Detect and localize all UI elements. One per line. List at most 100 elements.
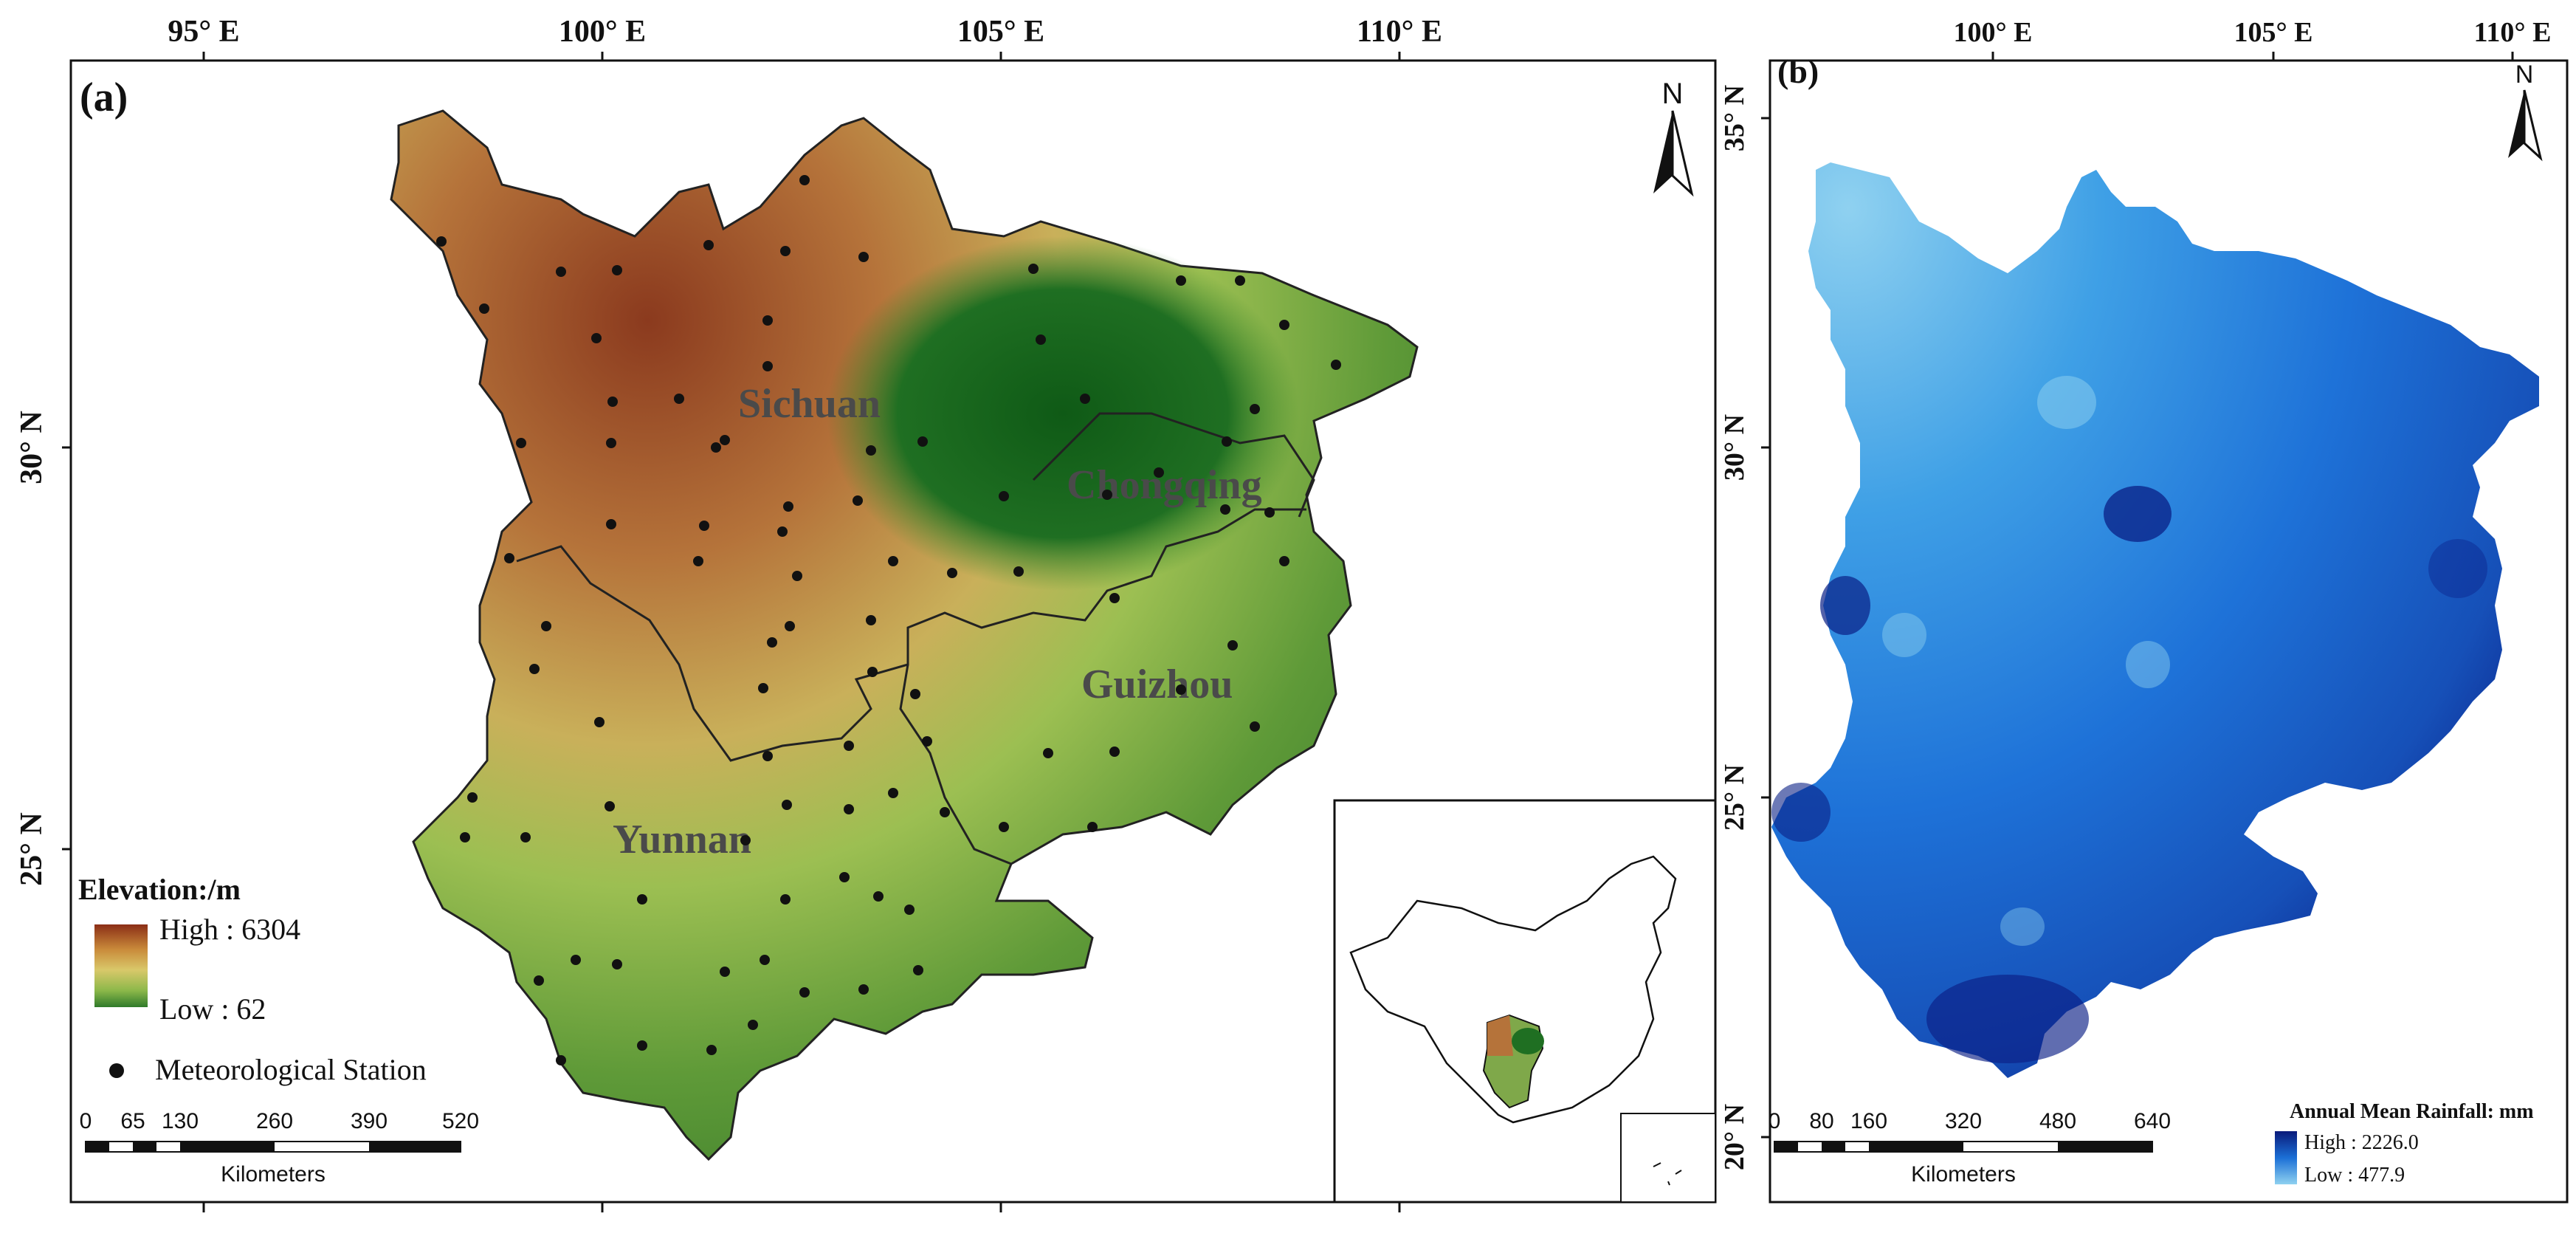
station-dot: [703, 240, 714, 250]
station-dot: [720, 967, 730, 977]
station-dot: [541, 621, 551, 631]
panel-a-left-ticks: 30° N 25° N: [15, 411, 71, 886]
station-dot: [1250, 404, 1260, 414]
station-dot: [693, 556, 703, 566]
province-label-guizhou: Guizhou: [1081, 662, 1233, 707]
station-dot: [1176, 275, 1186, 286]
scalebar-tick: 80: [1809, 1109, 1833, 1133]
station-dot: [556, 267, 566, 277]
station-dot: [844, 741, 854, 751]
station-dot: [1331, 360, 1341, 370]
scalebar-a: 0 65 130 260 390 520 Kilometers: [80, 1109, 479, 1187]
station-dot: [1279, 320, 1289, 330]
scalebar-tick: 640: [2134, 1109, 2171, 1133]
station-dot: [637, 894, 647, 905]
station-dot: [785, 621, 795, 631]
station-dot: [637, 1040, 647, 1051]
station-dot: [1087, 822, 1098, 832]
inset-study-area-highland: [1487, 1015, 1513, 1056]
station-dot: [873, 891, 884, 902]
province-label-chongqing: Chongqing: [1067, 462, 1262, 508]
north-label: N: [2515, 61, 2534, 89]
province-label-yunnan: Yunnan: [613, 817, 751, 862]
station-dot: [1235, 275, 1245, 286]
station-dot: [674, 394, 684, 404]
station-dot: [606, 438, 616, 448]
station-dot: [858, 984, 869, 995]
province-label-sichuan: Sichuan: [738, 381, 881, 427]
rainfall-low-spot: [1882, 613, 1926, 657]
station-dot: [605, 801, 615, 811]
china-inset-map: [1333, 799, 1717, 1204]
rainfall-high-spot: [1820, 576, 1870, 635]
lon-tick-top: 110° E: [2474, 17, 2552, 48]
legend-low: Low : 62: [159, 992, 266, 1026]
lon-tick-top: 110° E: [1357, 15, 1442, 49]
legend-high: High : 2226.0: [2304, 1131, 2419, 1154]
lat-tick-left: 20° N: [1719, 1104, 1750, 1170]
north-arrow: N: [1653, 78, 1694, 197]
panel-a-top-ticks: 95° E 100° E 105° E 110° E: [168, 15, 1442, 61]
lon-tick-top: 105° E: [957, 15, 1044, 49]
station-dot: [866, 615, 876, 625]
scalebar-tick: 160: [1850, 1109, 1887, 1133]
north-label: N: [1662, 78, 1684, 110]
legend-title: Annual Mean Rainfall: mm: [2290, 1100, 2534, 1123]
station-dot: [1176, 684, 1186, 695]
north-arrow: N: [2508, 61, 2543, 162]
station-dot: [1227, 640, 1238, 651]
lat-tick-left: 25° N: [1719, 764, 1750, 831]
station-dot: [612, 959, 622, 969]
rainfall-high-spot: [1771, 783, 1831, 842]
lat-tick-left: 30° N: [1719, 414, 1750, 481]
legend-title: Elevation:/m: [78, 873, 241, 906]
lon-tick-top: 100° E: [1953, 17, 2032, 48]
station-dot: [516, 438, 526, 448]
scalebar-tick: 0: [80, 1109, 92, 1133]
station-dot: [467, 792, 478, 803]
station-dot: [999, 822, 1009, 832]
station-dot: [947, 568, 957, 578]
lat-tick-left: 35° N: [1719, 85, 1750, 151]
station-dot: [479, 303, 489, 314]
station-dot: [762, 315, 773, 326]
lon-tick-top: 100° E: [559, 15, 646, 49]
station-dot: [606, 519, 616, 529]
inset-islands: [1653, 1162, 1682, 1186]
station-dot: [780, 894, 791, 905]
scalebar-units: Kilometers: [221, 1162, 326, 1187]
rainfall-low-spot: [2037, 376, 2096, 429]
station-dot: [556, 1055, 566, 1065]
station-dot: [799, 175, 810, 185]
rainfall-low-spot: [2126, 641, 2170, 688]
station-dot: [758, 683, 768, 693]
station-dot: [1028, 264, 1039, 274]
station-dot: [777, 526, 788, 537]
station-dot: [853, 495, 863, 506]
station-dot: [866, 445, 876, 456]
station-dot: [913, 965, 923, 975]
province-border: [1032, 412, 1315, 518]
station-dot: [1043, 748, 1053, 758]
scalebar-tick: 480: [2039, 1109, 2076, 1133]
station-dot: [844, 804, 854, 814]
station-dot: [1102, 490, 1112, 500]
legend-high: High : 6304: [159, 913, 300, 946]
station-dot: [1279, 556, 1289, 566]
rainfall-map: [1771, 162, 2539, 1078]
station-legend-symbol: [109, 1063, 124, 1078]
station-dot: [910, 689, 920, 699]
station-dot: [594, 717, 605, 727]
station-dot: [858, 252, 869, 262]
panel-b-top-ticks: 100° E 105° E 110° E: [1953, 17, 2551, 61]
rainfall-high-spot: [2428, 539, 2487, 598]
station-dot: [922, 736, 932, 747]
panel-a-label: (a): [80, 75, 128, 120]
station-dot: [767, 637, 777, 648]
legend-station: Meteorological Station: [155, 1053, 427, 1086]
station-dot: [783, 501, 793, 512]
station-dot: [867, 667, 878, 677]
scalebar-tick: 520: [442, 1109, 479, 1133]
scalebar-b: 0 80 160 320 480 640 Kilometers: [1769, 1109, 2171, 1187]
